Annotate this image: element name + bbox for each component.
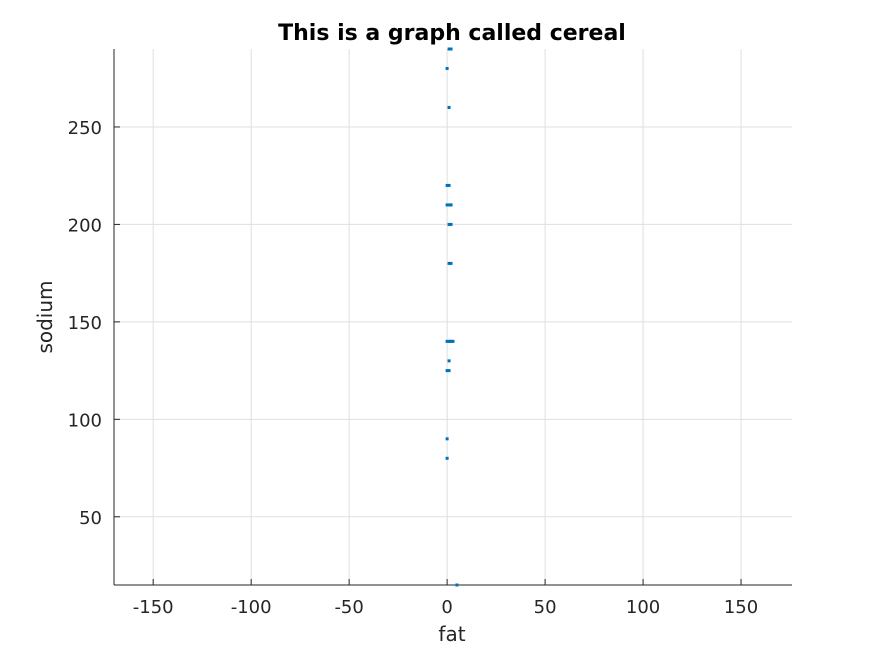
data-point [447,222,451,226]
data-point [447,203,451,207]
tick-label-layer: -150 -100 -50 0 50 100 150 50 100 150 200 250 [68,118,759,618]
x-tick-label: 0 [441,597,452,618]
data-point [449,261,453,265]
axis-layer [113,49,792,586]
data-point [451,339,455,343]
data-point [445,369,449,373]
data-point [445,183,449,187]
data-point [445,456,449,460]
y-tick-label: 50 [79,508,102,529]
data-points-layer [445,47,459,587]
x-tick-label: 50 [534,597,557,618]
data-point [447,261,451,265]
data-point [447,359,451,363]
x-tick-label: -100 [231,597,272,618]
data-point [447,339,451,343]
data-point [449,222,453,226]
y-tick-label: 150 [68,313,102,334]
x-axis-label: fat [438,622,465,646]
x-tick-label: -150 [133,597,174,618]
grid-layer [114,49,792,585]
y-tick-label: 250 [68,118,102,139]
data-point [445,339,449,343]
x-tick-label: 100 [626,597,660,618]
x-tick-label: -50 [334,597,363,618]
data-point [447,369,451,373]
chart-title: This is a graph called cereal [278,21,626,46]
data-point [447,105,451,109]
y-axis-label: sodium [33,280,57,353]
y-tick-label: 200 [68,215,102,236]
data-point [449,47,453,51]
data-point [455,583,459,587]
data-point [445,437,449,441]
data-point [445,203,449,207]
x-tick-label: 150 [724,597,758,618]
data-point [447,183,451,187]
data-point [445,66,449,70]
data-point [449,203,453,207]
data-point [447,47,451,51]
y-tick-label: 100 [68,410,102,431]
data-point [449,339,453,343]
